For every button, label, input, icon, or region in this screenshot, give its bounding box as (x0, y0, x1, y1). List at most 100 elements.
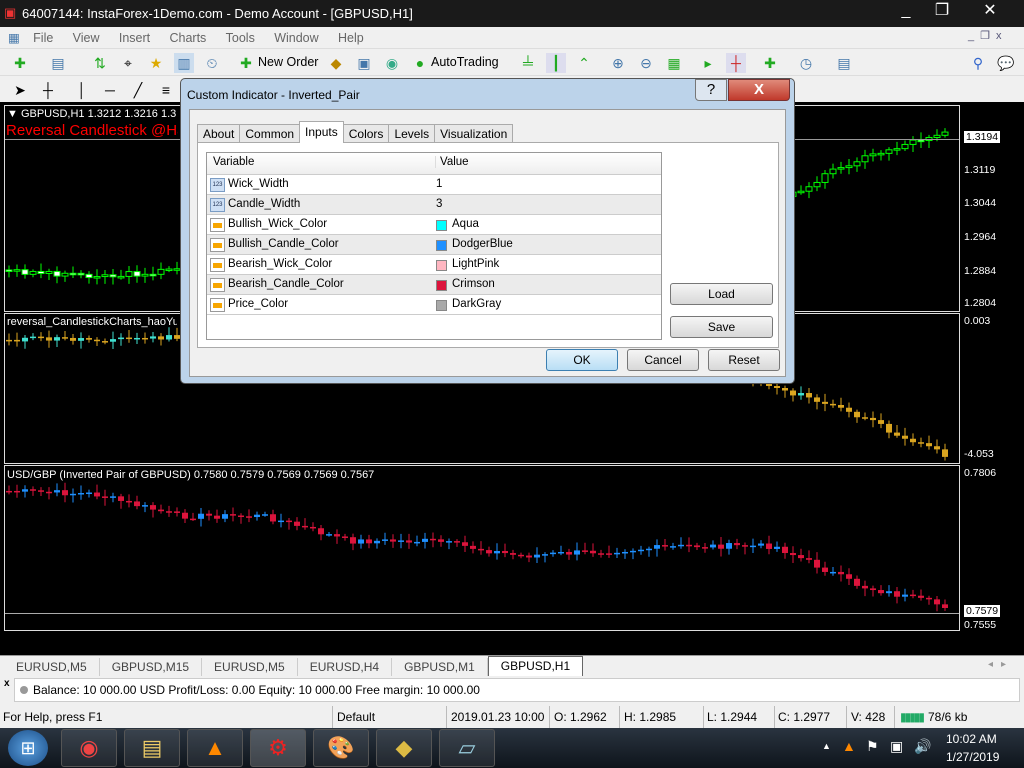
chart-tab[interactable]: EURUSD,M5 (4, 658, 100, 677)
input-row[interactable]: Bullish_Candle_Color DodgerBlue (207, 235, 661, 255)
favorites-icon[interactable]: ★ (149, 55, 163, 71)
menu-help[interactable]: Help (338, 31, 364, 45)
strategy-tester-icon[interactable]: ⏲ (206, 55, 218, 71)
tab-levels[interactable]: Levels (388, 124, 436, 143)
network-icon[interactable]: ▣ (890, 738, 904, 754)
vlc-tray-icon[interactable]: ▲ (842, 738, 856, 754)
input-row[interactable]: Price_Color DarkGray (207, 295, 661, 315)
vlc-taskbar-icon[interactable]: ▲ (187, 729, 243, 767)
metaeditor-icon[interactable]: ◆ (330, 55, 342, 71)
chrome-taskbar-icon[interactable]: ◉ (61, 729, 117, 767)
variable-value[interactable]: 3 (436, 198, 443, 210)
variable-value[interactable]: LightPink (452, 258, 500, 270)
terminal-icon[interactable]: ▥ (174, 53, 194, 73)
explorer-taskbar-icon[interactable]: ▤ (124, 729, 180, 767)
terminal-close-button[interactable]: x (4, 678, 10, 689)
inverted-pair-panel[interactable]: USD/GBP (Inverted Pair of GBPUSD) 0.7580… (4, 465, 960, 631)
paint-taskbar-icon[interactable]: 🎨 (313, 729, 369, 767)
action-center-icon[interactable]: ⚑ (866, 738, 879, 754)
chat-icon[interactable]: 💬 (997, 55, 1015, 71)
load-button[interactable]: Load (670, 283, 773, 305)
save-button[interactable]: Save (670, 316, 773, 338)
menu-file[interactable]: File (33, 31, 54, 45)
status-profile[interactable]: Default (337, 710, 376, 724)
reset-button[interactable]: Reset (708, 349, 780, 371)
tab-scroll-arrows[interactable]: ◂▸ (988, 659, 1015, 670)
options-icon[interactable]: ▣ (357, 55, 371, 71)
notepad-taskbar-icon[interactable]: ▱ (439, 729, 495, 767)
input-row[interactable]: Bearish_Candle_Color Crimson (207, 275, 661, 295)
menu-insert[interactable]: Insert (118, 31, 151, 45)
zoom-in-icon[interactable]: ⊕ (612, 55, 624, 71)
trendline-icon[interactable]: ╱ (133, 82, 143, 98)
zoom-out-icon[interactable]: ⊖ (640, 55, 652, 71)
variable-value[interactable]: DarkGray (452, 298, 502, 310)
tile-windows-icon[interactable]: ▦ (667, 55, 681, 71)
tab-visualization[interactable]: Visualization (434, 124, 514, 143)
mdi-icon[interactable]: ▦ (8, 31, 20, 45)
new-chart-icon[interactable]: ✚ (14, 55, 26, 71)
menu-tools[interactable]: Tools (225, 31, 255, 45)
navigator-icon[interactable]: ⌖ (124, 55, 132, 71)
new-order-button[interactable]: New Order (258, 55, 319, 69)
app-taskbar-icon[interactable]: ◆ (376, 729, 432, 767)
new-order-icon[interactable]: ✚ (240, 55, 252, 71)
tab-common[interactable]: Common (239, 124, 301, 143)
market-watch-icon[interactable]: ⇅ (94, 55, 106, 71)
variable-value[interactable]: Crimson (452, 278, 495, 290)
search-icon[interactable]: ⚲ (972, 55, 984, 71)
variable-value[interactable]: Aqua (452, 218, 479, 230)
input-row[interactable]: Bullish_Wick_Color Aqua (207, 215, 661, 235)
input-row[interactable]: 123 Wick_Width 1 (207, 175, 661, 195)
templates-icon[interactable]: ▤ (837, 55, 851, 71)
menu-window[interactable]: Window (274, 31, 319, 45)
tab-colors[interactable]: Colors (342, 124, 390, 143)
menu-charts[interactable]: Charts (169, 31, 207, 45)
chart-tab[interactable]: GBPUSD,M15 (100, 658, 203, 677)
autotrading-button[interactable]: AutoTrading (431, 55, 499, 69)
indicators-icon[interactable]: ✚ (764, 55, 776, 71)
chart-tab[interactable]: EURUSD,H4 (298, 658, 393, 677)
chart-tab[interactable]: EURUSD,M5 (202, 658, 298, 677)
clock-time[interactable]: 10:02 AM (946, 732, 997, 746)
column-value[interactable]: Value (435, 156, 469, 168)
periods-icon[interactable]: ◷ (799, 55, 813, 71)
tab-inputs[interactable]: Inputs (299, 121, 344, 143)
metatrader-taskbar-icon[interactable]: ⚙ (250, 729, 306, 767)
fibonacci-icon[interactable]: ≡ (161, 82, 171, 98)
auto-scroll-icon[interactable]: ▸ (704, 55, 712, 71)
crosshair-icon[interactable]: ┼ (43, 82, 53, 98)
chart-shift-icon[interactable]: ┼ (726, 53, 746, 73)
account-summary[interactable]: Balance: 10 000.00 USD Profit/Loss: 0.00… (14, 678, 1020, 702)
inputs-table[interactable]: Variable Value 123 Wick_Width 1 123 Candle_W… (206, 152, 662, 340)
variable-value[interactable]: DodgerBlue (452, 238, 513, 250)
vertical-line-icon[interactable]: │ (77, 82, 87, 98)
bar-chart-icon[interactable]: ╧ (523, 55, 533, 71)
line-chart-icon[interactable]: ⌃ (578, 55, 590, 71)
show-hidden-icons[interactable]: ▲ (822, 741, 831, 751)
candlestick-icon[interactable]: ┃ (546, 53, 566, 73)
mdi-window-controls[interactable]: _❐x (968, 30, 1008, 42)
horizontal-line-icon[interactable]: ─ (105, 82, 115, 98)
start-button[interactable]: ⊞ (8, 730, 48, 766)
help-button[interactable]: ? (695, 79, 727, 101)
dialog-close-button[interactable]: X (728, 79, 790, 101)
input-row[interactable]: Bearish_Wick_Color LightPink (207, 255, 661, 275)
autotrading-icon[interactable]: ● (415, 55, 425, 71)
volume-icon[interactable]: 🔊 (914, 738, 932, 754)
clock-date[interactable]: 1/27/2019 (946, 750, 1000, 764)
cursor-icon[interactable]: ➤ (14, 82, 26, 98)
cancel-button[interactable]: Cancel (627, 349, 699, 371)
minimize-button[interactable]: _ (901, 2, 911, 19)
input-row[interactable]: 123 Candle_Width 3 (207, 195, 661, 215)
price-axis[interactable]: 1.3194 1.3119 1.3044 1.2964 1.2884 1.280… (960, 102, 1024, 632)
maximize-button[interactable]: ❐ (934, 2, 950, 19)
column-variable[interactable]: Variable (213, 156, 255, 168)
ok-button[interactable]: OK (546, 349, 618, 371)
signals-icon[interactable]: ◉ (385, 55, 399, 71)
chart-tab[interactable]: GBPUSD,M1 (392, 658, 488, 677)
profiles-icon[interactable]: ▤ (51, 55, 65, 71)
close-button[interactable]: ✕ (983, 2, 997, 19)
variable-value[interactable]: 1 (436, 178, 443, 190)
tab-about[interactable]: About (197, 124, 241, 143)
